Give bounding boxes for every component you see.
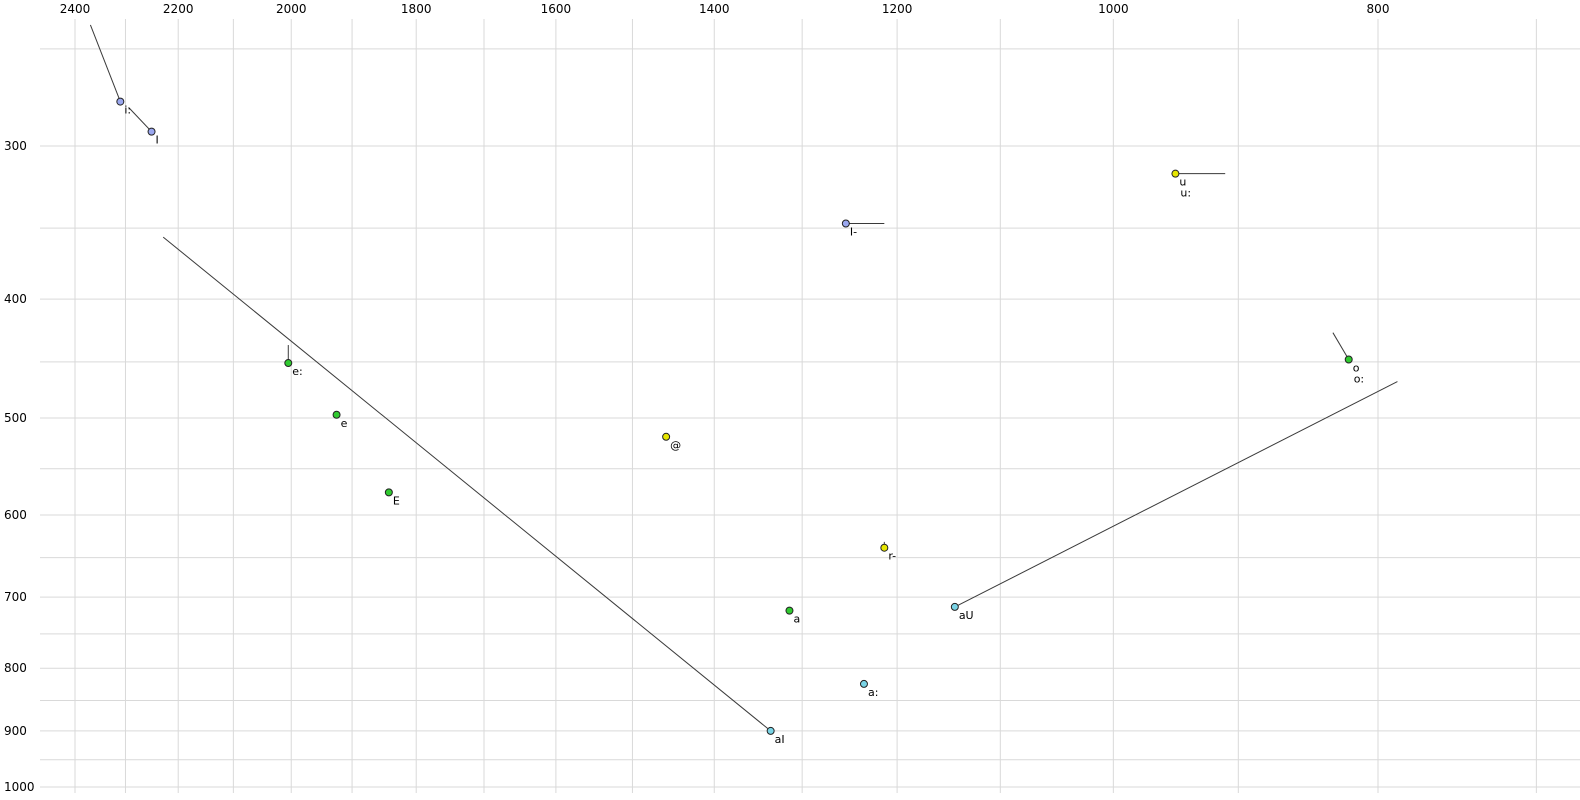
vowel-label-i: i:	[124, 104, 131, 117]
vowel-point-au	[950, 602, 959, 611]
vowel-label-i: I-	[850, 225, 857, 238]
trajectory-line-I	[128, 107, 152, 132]
x-axis-tick-label: 2000	[276, 2, 307, 16]
y-axis-tick-label: 700	[4, 590, 27, 604]
y-axis-tick-label: 1000	[4, 780, 35, 794]
vowel-point-a	[785, 606, 794, 615]
y-axis-tick-label: 300	[4, 139, 27, 153]
vowel-point-u	[1171, 169, 1180, 178]
x-axis-tick-label: 1600	[541, 2, 572, 16]
vowel-label-e: E	[393, 494, 400, 507]
trajectory-line-o	[1332, 332, 1350, 360]
vowel-label-i: I	[156, 134, 159, 147]
x-axis-tick-label: 2200	[163, 2, 194, 16]
y-axis-tick-label: 400	[4, 292, 27, 306]
vowel-label-e: e	[341, 417, 348, 430]
vowel-point-e	[332, 410, 341, 419]
y-axis-tick-label: 500	[4, 411, 27, 425]
trajectory-line-i	[89, 24, 121, 102]
x-axis-tick-label: 1400	[699, 2, 730, 16]
vowel-label-u: u	[1179, 176, 1186, 189]
vowel-label-r: r-	[888, 550, 896, 563]
vowel-label-au: aU	[959, 609, 974, 622]
vowel-point-i	[116, 97, 125, 106]
vowel-label-ai: aI	[775, 733, 785, 746]
vowel-point-pt	[662, 432, 671, 441]
trajectory-line-aU	[954, 381, 1398, 608]
vowel-label-o2: o:	[1354, 372, 1364, 385]
y-axis-tick-label: 900	[4, 724, 27, 738]
vowel-point-e	[384, 488, 393, 497]
vowel-point-o	[1344, 355, 1353, 364]
vowel-point-i	[147, 127, 156, 136]
vowel-label-a: a:	[868, 686, 878, 699]
vowel-point-ai	[766, 726, 775, 735]
y-axis-tick-label: 600	[4, 508, 27, 522]
vowel-label-o: o	[1353, 361, 1360, 374]
vowel-point-e	[284, 359, 293, 368]
vowel-label-u2: u:	[1180, 187, 1191, 200]
x-axis-tick-label: 800	[1367, 2, 1390, 16]
vowel-point-i	[841, 219, 850, 228]
x-axis-tick-label: 2400	[60, 2, 91, 16]
vowel-label-e: e:	[292, 365, 302, 378]
x-axis-tick-label: 1000	[1098, 2, 1129, 16]
x-axis-tick-label: 1200	[882, 2, 913, 16]
y-axis-tick-label: 800	[4, 661, 27, 675]
trajectory-line-aI	[162, 236, 771, 732]
vowel-label-pt: @	[670, 439, 681, 452]
vowel-point-a	[859, 679, 868, 688]
vowel-point-r	[880, 543, 889, 552]
x-axis-tick-label: 1800	[401, 2, 432, 16]
vowel-label-a: a	[793, 613, 800, 626]
